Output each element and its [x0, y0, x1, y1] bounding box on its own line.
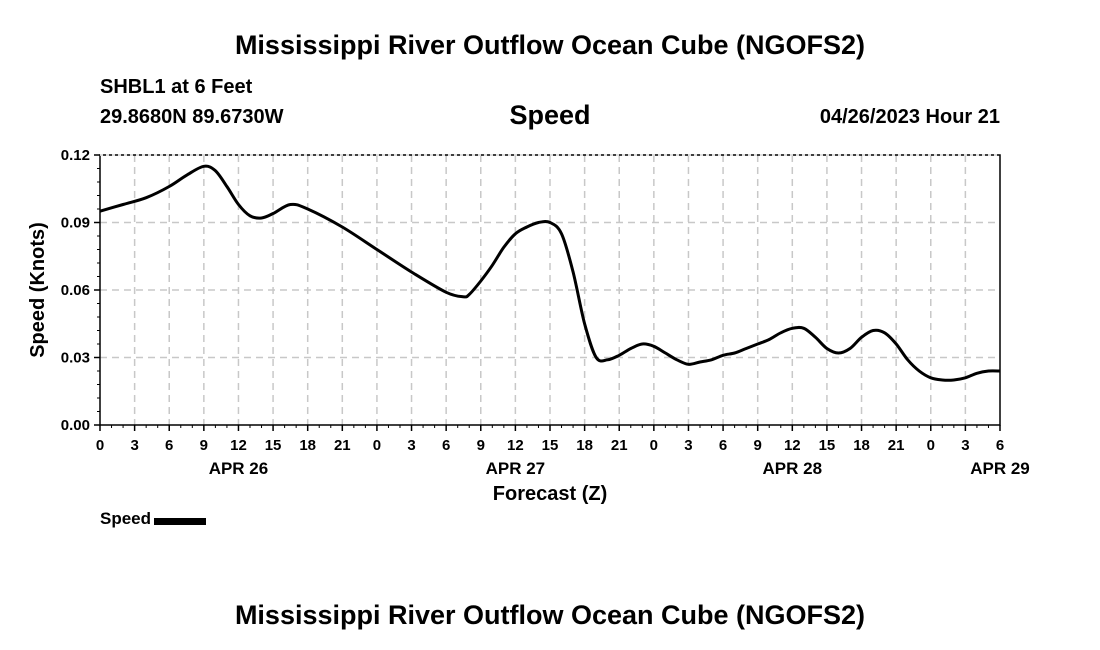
station-label: SHBL1 at 6 Feet	[100, 76, 253, 98]
x-tick-label: 12	[507, 437, 524, 454]
x-tick-label: 21	[611, 437, 628, 454]
x-tick-label: 21	[888, 437, 905, 454]
legend: Speed	[100, 509, 207, 529]
grid	[100, 155, 1000, 425]
x-tick-label: 9	[477, 437, 485, 454]
x-tick-label: 18	[576, 437, 593, 454]
x-tick-label: 15	[265, 437, 282, 454]
date-label: APR 27	[486, 459, 546, 478]
y-axis-title: Speed (Knots)	[27, 222, 49, 358]
y-tick-label: 0.09	[61, 215, 90, 232]
x-tick-label: 6	[719, 437, 727, 454]
x-tick-label: 15	[542, 437, 559, 454]
forecast-datetime: 04/26/2023 Hour 21	[819, 106, 1000, 128]
x-tick-label: 6	[165, 437, 173, 454]
x-tick-label: 0	[927, 437, 935, 454]
axis-ticks	[94, 154, 1001, 431]
x-tick-label: 18	[299, 437, 316, 454]
x-tick-label: 0	[650, 437, 658, 454]
x-tick-label: 3	[407, 437, 415, 454]
x-tick-label: 9	[200, 437, 208, 454]
y-tick-label: 0.00	[61, 417, 90, 434]
x-tick-label: 6	[442, 437, 450, 454]
x-axis-title: Forecast (Z)	[493, 483, 607, 505]
x-tick-label: 0	[96, 437, 104, 454]
y-tick-label: 0.03	[61, 350, 90, 367]
axis-labels: 0 3 6 9 12 15 18 21 0 3 6 9 12 15 18 21 0 3 6 9 12 15 18 21 0 3 6 0…	[61, 147, 1030, 478]
date-label: APR 29	[970, 459, 1030, 478]
date-label: APR 28	[763, 459, 823, 478]
footer-title: Mississippi River Outflow Ocean Cube (NG…	[234, 600, 866, 630]
x-tick-label: 9	[754, 437, 762, 454]
x-tick-label: 6	[996, 437, 1004, 454]
x-tick-label: 12	[230, 437, 247, 454]
x-tick-label: 21	[334, 437, 351, 454]
x-tick-label: 12	[784, 437, 801, 454]
y-tick-label: 0.12	[61, 147, 90, 164]
x-tick-label: 0	[373, 437, 381, 454]
x-tick-label: 15	[819, 437, 836, 454]
y-tick-label: 0.06	[61, 282, 90, 299]
date-label: APR 26	[209, 459, 269, 478]
parameter-title: Speed	[509, 100, 591, 130]
speed-series-line	[99, 164, 1001, 382]
legend-label: Speed	[100, 509, 152, 528]
legend-swatch	[154, 517, 207, 525]
x-tick-label: 3	[684, 437, 692, 454]
chart-title: Mississippi River Outflow Ocean Cube (NG…	[234, 30, 866, 60]
x-tick-label: 3	[961, 437, 969, 454]
x-tick-label: 3	[130, 437, 138, 454]
station-coordinates: 29.8680N 89.6730W	[100, 106, 284, 128]
x-tick-label: 18	[853, 437, 870, 454]
